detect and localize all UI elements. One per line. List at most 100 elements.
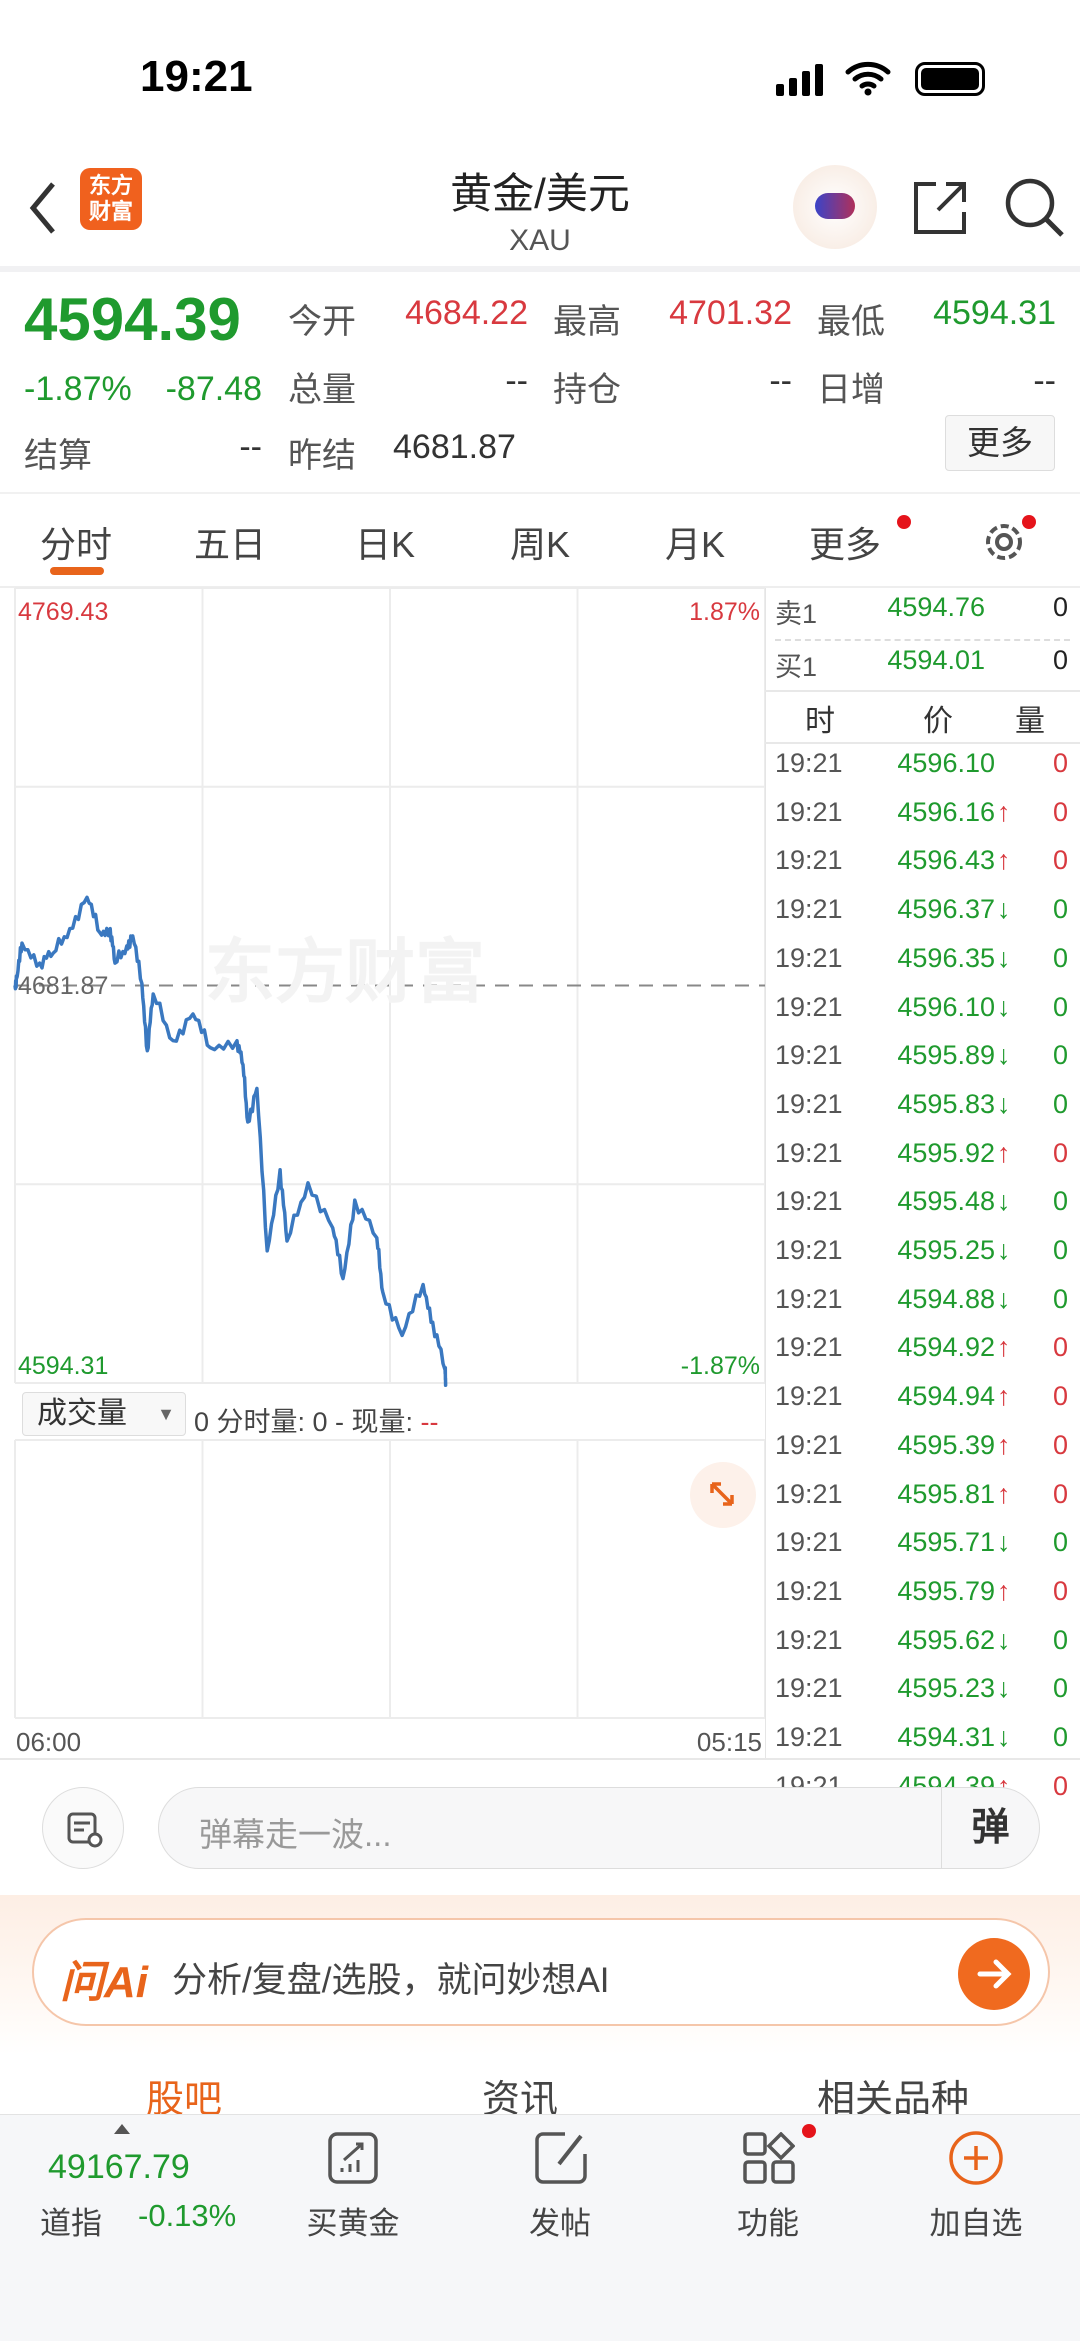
tab-monthly-k[interactable]: 月K — [664, 524, 725, 565]
tab-five-day[interactable]: 五日 — [193, 524, 266, 565]
trade-price: 4596.10 — [897, 991, 995, 1022]
trade-row: 19:21 4596.37 ↓ 0 — [765, 894, 1080, 940]
arrow-right-icon — [977, 1959, 1012, 1989]
danmu-send-button[interactable]: 弹 — [941, 1788, 1039, 1868]
nav-add-watchlist[interactable]: 加自选 — [929, 2206, 1023, 2241]
arrow-up-icon: ↑ — [997, 1137, 1011, 1168]
label-high: 最高 — [553, 303, 621, 341]
trade-time: 19:21 — [775, 1722, 843, 1752]
nav-post[interactable]: 发帖 — [529, 2206, 591, 2241]
trade-price: 4595.23 — [897, 1673, 995, 1704]
header-volume: 量 — [1015, 705, 1045, 738]
value-settlement: -- — [239, 428, 262, 466]
arrow-down-icon: ↓ — [997, 1186, 1011, 1217]
dropdown-arrow-icon: ▼ — [157, 1404, 175, 1424]
notification-dot — [897, 515, 911, 529]
search-button[interactable] — [1003, 176, 1065, 238]
value-high: 4701.32 — [669, 294, 792, 332]
bottom-nav — [0, 2114, 1080, 2341]
pct-max-label: 1.87% — [689, 598, 760, 626]
ai-prompt: 分析/复盘/选股，就问妙想AI — [172, 1961, 610, 2000]
trade-row: 19:21 4594.88 ↓ 0 — [765, 1284, 1080, 1330]
arrow-down-icon: ↓ — [997, 1722, 1011, 1752]
comment-settings-button[interactable] — [42, 1787, 124, 1869]
arrow-up-icon: ↑ — [997, 1332, 1011, 1363]
ai-logo: 问Ai — [60, 1958, 148, 2007]
trade-row: 19:21 4594.31 ↓ 0 — [765, 1722, 1080, 1768]
header-price: 价 — [923, 705, 953, 738]
arrow-up-icon: ↑ — [997, 1478, 1011, 1509]
value-prev-settlement: 4681.87 — [393, 428, 516, 466]
trade-price: 4596.16 — [897, 796, 995, 827]
trade-price: 4596.43 — [897, 845, 995, 876]
settings-gear-icon[interactable] — [980, 518, 1028, 566]
y-min-label: 4594.31 — [18, 1352, 108, 1380]
tab-more[interactable]: 更多 — [808, 524, 881, 565]
pct-min-label: -1.87% — [681, 1352, 760, 1380]
tab-weekly-k[interactable]: 周K — [509, 524, 570, 565]
trade-price: 4596.35 — [897, 942, 995, 973]
trade-volume: 0 — [1052, 894, 1068, 925]
nav-buy-gold[interactable]: 买黄金 — [306, 2206, 400, 2241]
arrow-down-icon: ↓ — [997, 1040, 1011, 1071]
danmu-input[interactable]: 弹幕走一波... 弹 — [158, 1787, 1040, 1869]
tab-active-indicator — [50, 567, 104, 575]
arrow-down-icon: ↓ — [997, 1235, 1011, 1265]
page-title: 黄金/美元 — [450, 170, 630, 217]
volume-selector-label: 成交量 — [37, 1397, 127, 1430]
prev-close-label: 4681.87 — [18, 972, 108, 1000]
value-daily-increase: -- — [1033, 362, 1056, 400]
signal-icon — [776, 64, 828, 96]
trade-price: 4595.79 — [897, 1575, 995, 1606]
trade-volume: 0 — [1052, 845, 1068, 876]
expand-chart-button[interactable] — [690, 1462, 756, 1528]
trade-time: 19:21 — [775, 1186, 843, 1217]
trade-time: 19:21 — [775, 894, 843, 925]
label-settlement: 结算 — [24, 437, 92, 475]
divider — [765, 742, 1080, 744]
ask-row: 卖1 4594.76 0 — [765, 592, 1080, 638]
label-low: 最低 — [817, 303, 885, 341]
trade-time: 19:21 — [775, 748, 843, 778]
trade-volume: 0 — [1052, 1478, 1068, 1509]
trade-volume: 0 — [1052, 1722, 1068, 1752]
caret-up-icon — [114, 2124, 130, 2134]
notification-dot — [1022, 515, 1036, 529]
volume-indicator-select[interactable]: 成交量 ▼ — [22, 1392, 186, 1436]
trade-row: 19:21 4595.71 ↓ 0 — [765, 1527, 1080, 1573]
grid-icon — [743, 2132, 795, 2184]
tab-intraday[interactable]: 分时 — [39, 524, 112, 565]
trade-time: 19:21 — [775, 845, 843, 876]
trade-volume: 0 — [1052, 1283, 1068, 1314]
nav-functions[interactable]: 功能 — [737, 2206, 799, 2241]
trade-price: 4596.10 — [897, 748, 995, 778]
ai-ask-input[interactable]: 问Ai 分析/复盘/选股，就问妙想AI — [32, 1918, 1050, 2026]
tab-daily-k[interactable]: 日K — [354, 524, 415, 565]
trade-volume: 0 — [1052, 1332, 1068, 1363]
share-button[interactable] — [912, 180, 968, 236]
trade-volume: 0 — [1052, 1040, 1068, 1071]
more-quote-button[interactable]: 更多 — [945, 415, 1055, 471]
trade-row: 19:21 4596.43 ↑ 0 — [765, 845, 1080, 891]
trade-row: 19:21 4596.10 ↓ 0 — [765, 992, 1080, 1038]
trade-volume: 0 — [1052, 1575, 1068, 1606]
trade-time: 19:21 — [775, 1429, 843, 1460]
label-daily-increase: 日增 — [817, 371, 885, 409]
trade-price: 4595.25 — [897, 1235, 995, 1265]
trade-time: 19:21 — [775, 1478, 843, 1509]
trade-price: 4595.71 — [897, 1527, 995, 1558]
label-volume: 总量 — [288, 371, 356, 409]
back-button[interactable] — [25, 180, 61, 236]
trade-volume: 0 — [1052, 796, 1068, 827]
label-open: 今开 — [288, 303, 356, 341]
ai-avatar-button[interactable] — [793, 165, 877, 249]
trade-volume: 0 — [1052, 1624, 1068, 1655]
dow-index-value[interactable]: 49167.79 — [48, 2148, 190, 2186]
arrow-up-icon: ↑ — [997, 1429, 1011, 1460]
ai-send-button[interactable] — [958, 1938, 1030, 2010]
arrow-down-icon: ↓ — [997, 1673, 1011, 1704]
divider — [765, 690, 1080, 692]
trade-row: 19:21 4595.48 ↓ 0 — [765, 1186, 1080, 1232]
arrow-down-icon: ↓ — [997, 1088, 1011, 1119]
trade-row: 19:21 4595.39 ↑ 0 — [765, 1430, 1080, 1476]
